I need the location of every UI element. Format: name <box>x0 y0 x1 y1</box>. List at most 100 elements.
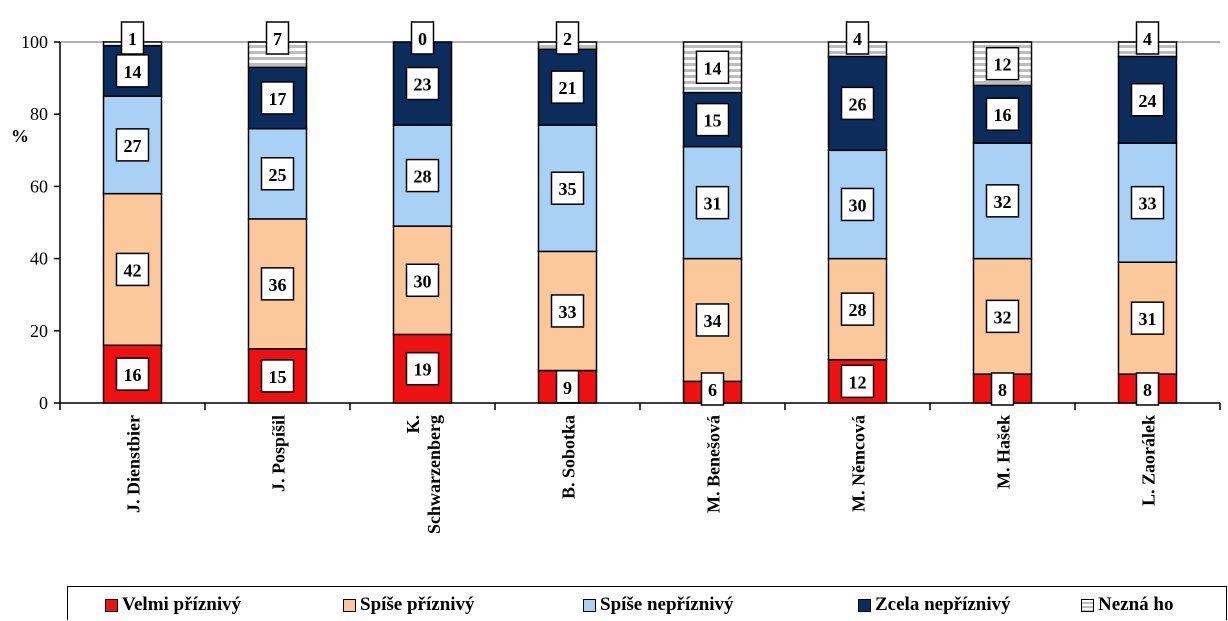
data-label: 25 <box>269 165 287 185</box>
data-label: 19 <box>414 360 432 380</box>
data-label-box <box>695 50 730 85</box>
data-label-box <box>405 66 440 101</box>
data-label: 0 <box>418 29 427 49</box>
data-label: 30 <box>849 195 867 215</box>
data-label-box <box>115 128 150 162</box>
data-label: 42 <box>124 260 142 280</box>
y-tick-label: 40 <box>30 249 48 269</box>
data-label-box <box>1130 301 1165 335</box>
legend-swatch <box>105 598 118 612</box>
category-label: M. Hašek <box>994 415 1014 489</box>
data-label-box <box>260 81 295 115</box>
data-label: 32 <box>994 192 1012 212</box>
y-axis-label: % <box>11 126 29 146</box>
chart-legend: Velmi příznivý Spíše příznivý Spíše nepříz… <box>67 586 1227 620</box>
data-label: 17 <box>269 89 287 109</box>
data-label-box <box>840 187 875 222</box>
data-label-box <box>840 292 875 326</box>
y-tick-label: 0 <box>39 393 48 413</box>
legend-label: Velmi příznivý <box>122 594 242 615</box>
data-label-box <box>985 184 1020 218</box>
legend-swatch <box>343 598 356 612</box>
data-label-box <box>115 252 150 287</box>
data-label: 34 <box>704 311 722 331</box>
y-tick-label: 60 <box>30 176 48 196</box>
data-label-box <box>115 357 150 391</box>
data-label: 16 <box>124 365 142 385</box>
data-label-box <box>405 158 440 193</box>
legend-label: Spíše nepříznivý <box>600 594 734 615</box>
data-label: 6 <box>708 380 717 400</box>
data-label: 27 <box>124 136 142 156</box>
bar-segment <box>972 257 1033 375</box>
data-label: 8 <box>998 380 1007 400</box>
y-tick-label: 80 <box>30 104 48 124</box>
data-label: 32 <box>994 307 1012 327</box>
data-label-box <box>695 185 730 220</box>
category-label: Schwarzenberg <box>424 415 444 534</box>
legend-label: Spíše příznivý <box>360 594 475 615</box>
legend-item: Velmi příznivý <box>105 594 241 616</box>
data-label: 24 <box>1139 91 1157 111</box>
data-label: 31 <box>1139 309 1157 329</box>
category-label: M. Němcová <box>849 415 869 512</box>
data-label-box <box>990 372 1015 406</box>
data-label-box <box>1130 185 1165 220</box>
data-label: 36 <box>269 275 287 295</box>
y-tick-label: 100 <box>21 32 48 52</box>
data-label-box <box>845 21 870 55</box>
chart-data-labels: 1642271411536251771930282309333521263431… <box>115 21 1165 406</box>
data-label-box <box>410 21 435 55</box>
category-label: L. Zaorálek <box>1139 415 1159 506</box>
category-label: J. Dienstbier <box>124 415 144 513</box>
data-label-box <box>695 303 730 337</box>
data-label: 12 <box>849 372 867 392</box>
data-label-box <box>695 102 730 137</box>
data-label-box <box>1130 83 1165 117</box>
data-label: 35 <box>559 179 577 199</box>
data-label-box <box>260 157 295 191</box>
category-label: J. Pospíšil <box>269 415 289 492</box>
legend-swatch <box>583 598 596 612</box>
data-label: 9 <box>563 378 572 398</box>
data-label-box <box>260 359 295 393</box>
data-label-box <box>265 21 290 55</box>
data-label: 8 <box>1143 380 1152 400</box>
legend-item: Spíše nepříznivý <box>583 594 734 616</box>
data-label: 23 <box>414 75 432 95</box>
data-label-box <box>555 370 580 404</box>
data-label-box <box>840 364 875 399</box>
data-label: 30 <box>414 271 432 291</box>
data-label: 14 <box>704 58 722 78</box>
legend-item: Nezná ho <box>1081 594 1173 616</box>
data-label-box <box>985 299 1020 334</box>
data-label: 33 <box>1139 194 1157 214</box>
category-label: M. Benešová <box>704 415 724 513</box>
data-label-box <box>840 86 875 121</box>
data-label: 15 <box>704 111 722 131</box>
legend-label: Zcela nepříznivý <box>875 594 1011 615</box>
data-label: 14 <box>124 62 142 82</box>
legend-swatch <box>1081 598 1094 612</box>
data-label-box <box>550 294 585 328</box>
data-label: 31 <box>704 194 722 214</box>
data-label-box <box>1135 21 1160 55</box>
data-label: 16 <box>994 105 1012 125</box>
data-label: 28 <box>849 300 867 320</box>
data-label-box <box>700 372 725 406</box>
data-label-box <box>985 97 1020 131</box>
data-label-box <box>550 70 585 104</box>
data-label-box <box>1135 372 1160 406</box>
data-label: 4 <box>853 29 862 49</box>
data-label: 15 <box>269 367 287 387</box>
data-label: 2 <box>563 29 572 49</box>
legend-item: Spíše příznivý <box>343 594 475 616</box>
legend-label: Nezná ho <box>1098 594 1174 615</box>
data-label-box <box>115 54 150 88</box>
legend-swatch <box>858 598 871 612</box>
data-label: 7 <box>273 29 282 49</box>
data-label-box <box>550 171 585 205</box>
legend-item: Zcela nepříznivý <box>858 594 1011 616</box>
